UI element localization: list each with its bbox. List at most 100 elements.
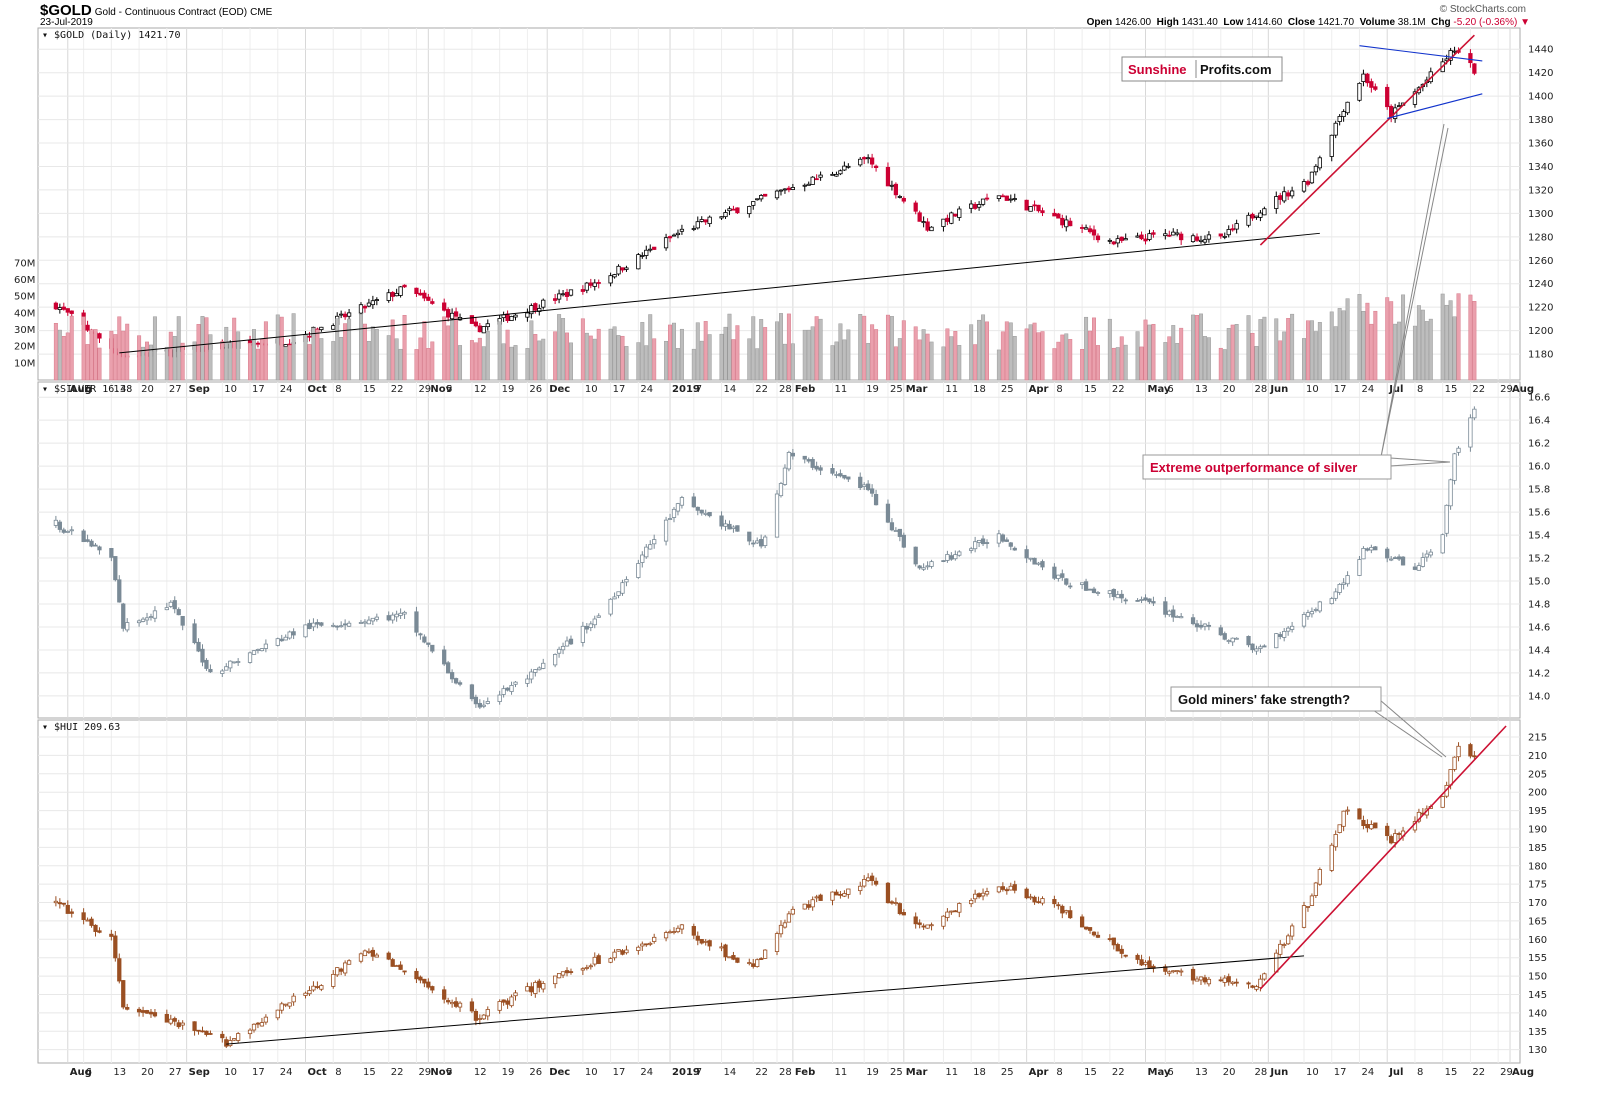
candle-body [707, 216, 712, 225]
candle-body [568, 971, 574, 973]
candle-body [97, 546, 102, 551]
x-tick-label: Aug [1512, 384, 1534, 395]
candle-body [362, 950, 368, 957]
candle-body [1068, 585, 1073, 588]
candle-body [204, 659, 209, 669]
candle-body [1468, 744, 1473, 757]
candle-body [291, 631, 296, 636]
candle-body [307, 622, 312, 629]
x-tick-label: 13 [113, 1067, 126, 1078]
y-tick-label: 14.2 [1528, 668, 1550, 679]
candle-body [790, 452, 795, 457]
y-tick-label: 1320 [1528, 185, 1553, 196]
x-tick-label: Jun [1269, 384, 1288, 395]
candle-body [636, 946, 641, 951]
x-tick-label: 17 [613, 1067, 626, 1078]
candle-body [259, 1022, 265, 1027]
candle-body [319, 326, 324, 331]
x-tick-label: 7 [696, 384, 702, 395]
candle-body [1032, 896, 1037, 903]
volume-bar [1286, 318, 1291, 381]
volume-bar [1206, 337, 1211, 381]
volume-bar [1341, 310, 1346, 381]
candle-body [125, 1007, 130, 1010]
candle-body [810, 899, 815, 908]
candle-body [1008, 542, 1013, 547]
candle-body [1107, 590, 1112, 594]
y-tick-label: 1180 [1528, 350, 1553, 361]
candle-body [220, 1033, 225, 1039]
volume-bar [1080, 348, 1085, 381]
x-tick-label: 12 [474, 1067, 487, 1078]
volume-bar [275, 314, 280, 381]
candle-body [1190, 968, 1196, 981]
candle-body [1135, 235, 1140, 238]
candle-body [1083, 581, 1089, 591]
candle-body [969, 900, 974, 905]
candle-body [553, 298, 558, 301]
candle-body [1234, 981, 1239, 984]
candle-body [1218, 233, 1223, 237]
candle-body [1345, 809, 1350, 812]
candle-body [893, 902, 899, 904]
candle-body [1202, 623, 1208, 627]
x-tick-label: 25 [1001, 1067, 1014, 1078]
candle-body [1064, 219, 1069, 228]
volume-bar [695, 322, 700, 381]
candle-body [501, 314, 506, 319]
volume-bar [786, 313, 791, 381]
volume-bar [204, 317, 209, 381]
candle-body [362, 621, 368, 624]
candle-body [1373, 546, 1378, 551]
candle-body [976, 539, 982, 543]
candle-body [663, 932, 669, 939]
candle-body [307, 335, 312, 338]
volume-bar [1111, 347, 1116, 381]
candle-body [1385, 548, 1390, 559]
y-tick-label: 14.6 [1528, 622, 1550, 633]
panel-title: ▾ $SILVER 16.48 [42, 384, 132, 395]
candle-body [1226, 229, 1231, 236]
candle-body [1305, 906, 1311, 908]
exchange: CME [250, 7, 273, 18]
volume-bar [969, 324, 974, 381]
y-tick-label: 15.0 [1528, 577, 1550, 588]
volume-bar [648, 314, 653, 381]
x-tick-label: Apr [1029, 1067, 1049, 1078]
candle-body [834, 174, 839, 177]
candle-body [251, 650, 257, 655]
candle-body [774, 493, 780, 538]
candle-body [786, 187, 792, 191]
volume-bar [1448, 300, 1453, 381]
volume-bar [1004, 321, 1009, 381]
candle-body [1143, 238, 1148, 242]
x-tick-label: 15 [1084, 1067, 1097, 1078]
candle-body [1278, 634, 1283, 637]
volume-bar [1234, 324, 1239, 381]
volume-bar [109, 330, 114, 381]
x-tick-label: 6 [1167, 1067, 1173, 1078]
volume-bar [473, 342, 478, 381]
x-tick-label: 24 [1361, 384, 1374, 395]
candle-body [1198, 976, 1204, 981]
candle-body [996, 533, 1002, 544]
volume-bar [624, 346, 629, 381]
candle-body [980, 538, 986, 545]
candle-body [117, 958, 122, 982]
candle-body [949, 910, 954, 913]
candle-body [1286, 935, 1291, 945]
volume-bar [89, 329, 94, 381]
candle-body [144, 1010, 150, 1014]
candle-body [247, 652, 253, 663]
candle-body [228, 660, 233, 669]
candle-body [648, 942, 653, 945]
candle-body [374, 299, 379, 301]
high-value: 1431.40 [1181, 17, 1218, 28]
candle-body [1222, 235, 1227, 238]
candle-body [1028, 896, 1033, 899]
candle-body [1345, 101, 1350, 114]
candle-body [505, 1000, 510, 1005]
candle-body [588, 623, 593, 628]
candle-body [1365, 823, 1370, 829]
candle-body [648, 248, 653, 251]
